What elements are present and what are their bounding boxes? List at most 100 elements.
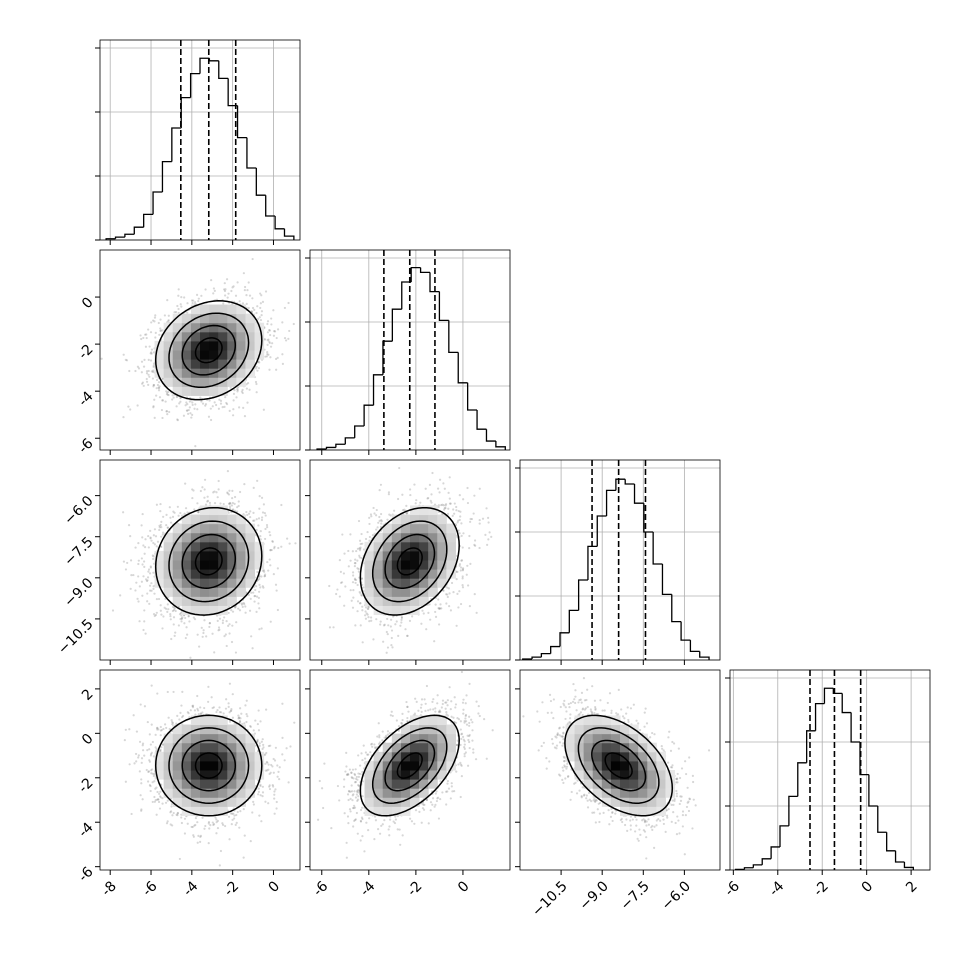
density-cell (638, 806, 648, 816)
sample-point (252, 591, 255, 594)
sample-point (140, 761, 143, 764)
sample-point (609, 815, 613, 818)
sample-point (353, 772, 356, 776)
density-cell (245, 523, 256, 534)
sample-point (124, 568, 128, 571)
sample-point (478, 546, 481, 550)
hist-step (797, 762, 807, 797)
sample-point (160, 746, 163, 749)
sample-point (228, 502, 231, 505)
sample-point (435, 790, 438, 793)
density-cell (190, 532, 201, 543)
sample-point (231, 496, 234, 500)
sample-point (157, 389, 161, 392)
sample-point (343, 812, 346, 815)
sample-point (244, 704, 247, 707)
sample-point (119, 594, 122, 597)
sample-point (578, 712, 581, 716)
hist-step (325, 446, 336, 450)
sample-point (212, 292, 215, 295)
sample-point (346, 773, 349, 776)
density-cell (601, 742, 612, 753)
sample-point (617, 688, 620, 691)
sample-point (145, 380, 149, 383)
sample-point (456, 521, 459, 524)
sample-point (457, 718, 461, 721)
sample-point (225, 401, 228, 405)
sample-point (218, 628, 221, 631)
sample-point (210, 279, 213, 282)
sample-point (160, 520, 163, 524)
density-cell (163, 532, 174, 543)
sample-point (193, 824, 196, 827)
sample-point (128, 763, 131, 766)
sample-point (441, 702, 444, 706)
x-tick-label: -6 (722, 878, 743, 899)
sample-point (354, 558, 357, 561)
sample-point (549, 699, 553, 703)
sample-point (439, 797, 442, 801)
sample-point (213, 490, 216, 493)
x-tick-label: -2 (221, 878, 242, 899)
sample-point (411, 615, 414, 618)
sample-point (603, 709, 606, 712)
sample-point (160, 613, 163, 616)
sample-point (247, 306, 250, 310)
sample-point (553, 746, 557, 749)
sample-point (236, 810, 239, 814)
sample-point (218, 711, 221, 714)
density-cell (218, 596, 228, 606)
sample-point (268, 784, 271, 787)
sample-point (166, 526, 170, 529)
sample-point (463, 747, 466, 750)
sample-point (148, 733, 151, 736)
density-cell (209, 514, 219, 525)
sample-point (459, 728, 462, 731)
sample-point (236, 506, 239, 509)
sample-point (178, 613, 182, 616)
sample-point (357, 775, 360, 778)
sample-point (356, 600, 360, 603)
sample-point (419, 706, 423, 709)
sample-point (183, 622, 186, 625)
sample-point (149, 784, 152, 788)
density-cell (419, 779, 429, 789)
sample-point (251, 257, 254, 261)
density-cell (163, 541, 174, 552)
sample-point (349, 589, 352, 592)
sample-point (379, 623, 382, 626)
sample-point (466, 734, 469, 737)
sample-point (208, 399, 211, 402)
sample-point (170, 720, 174, 724)
y-tick-label: -4 (75, 820, 96, 841)
density-cell (236, 733, 246, 744)
sample-point (428, 603, 431, 606)
sample-point (142, 384, 145, 387)
sample-point (269, 620, 272, 623)
sample-point (177, 307, 180, 311)
sample-point (389, 618, 393, 621)
sample-point (132, 573, 135, 577)
sample-point (170, 637, 173, 641)
sample-point (260, 310, 264, 313)
sample-point (161, 329, 164, 332)
sample-point (140, 782, 143, 785)
density-cell (209, 587, 219, 597)
sample-point (238, 490, 242, 494)
sample-point (139, 794, 142, 797)
sample-point (259, 720, 262, 723)
sample-point (264, 762, 267, 765)
sample-point (458, 494, 461, 497)
density-cell (638, 742, 648, 753)
hist-step (680, 621, 691, 641)
sample-point (465, 723, 469, 726)
sample-point (145, 333, 148, 336)
sample-point (272, 334, 276, 337)
sample-point (228, 505, 232, 508)
sample-point (191, 706, 195, 709)
y-tick-label: −9.0 (61, 575, 96, 610)
sample-point (180, 816, 183, 819)
sample-point (152, 613, 156, 616)
sample-point (422, 612, 425, 615)
sample-point (245, 510, 248, 514)
